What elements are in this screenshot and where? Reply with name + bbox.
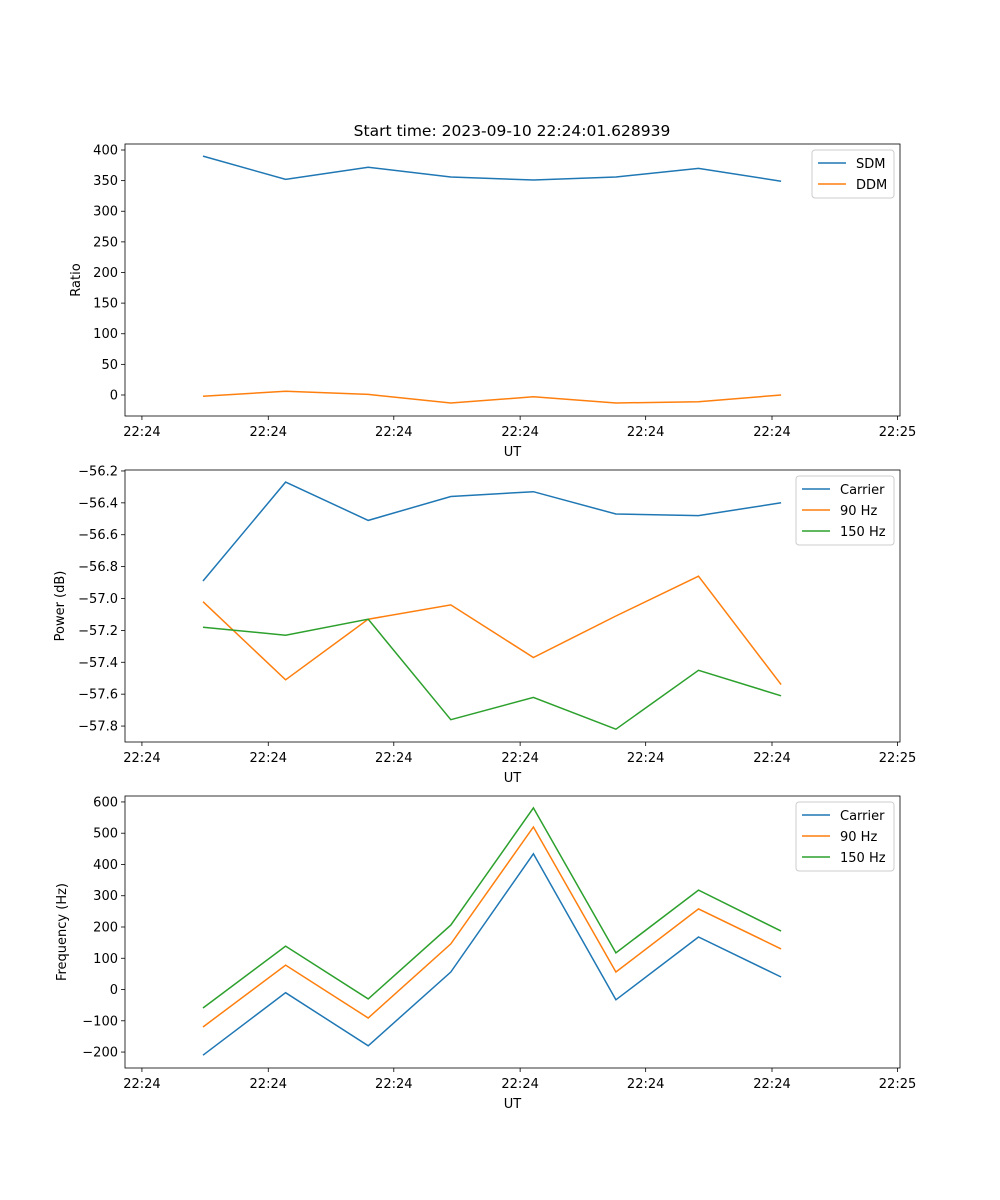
y-tick-label: −57.8 bbox=[78, 720, 118, 735]
x-tick-label: 22:24 bbox=[627, 425, 664, 440]
y-tick-label: −56.2 bbox=[78, 464, 118, 479]
y-tick-label: −56.4 bbox=[78, 496, 118, 511]
x-tick-label: 22:24 bbox=[501, 1077, 538, 1092]
x-axis-label: UT bbox=[504, 445, 522, 460]
y-tick-label: 350 bbox=[93, 174, 118, 189]
x-tick-label: 22:24 bbox=[753, 425, 790, 440]
figure-title: Start time: 2023-09-10 22:24:01.628939 bbox=[354, 122, 671, 140]
series-line-150-hz bbox=[202, 806, 782, 1009]
series-line-90-hz bbox=[202, 825, 782, 1028]
y-tick-label: 150 bbox=[93, 297, 118, 312]
y-tick-label: 50 bbox=[101, 358, 118, 373]
legend-box bbox=[795, 801, 895, 872]
axes-frame bbox=[124, 469, 901, 743]
x-tick-label: 22:24 bbox=[375, 1077, 412, 1092]
y-tick-label: 500 bbox=[93, 827, 118, 842]
x-tick-label: 22:24 bbox=[501, 425, 538, 440]
series-line-carrier bbox=[202, 481, 782, 582]
x-tick-label: 22:24 bbox=[123, 1077, 160, 1092]
legend-box bbox=[811, 149, 895, 199]
x-tick-label: 22:24 bbox=[250, 1077, 287, 1092]
legend-label: SDM bbox=[856, 157, 885, 172]
y-tick-label: 200 bbox=[93, 920, 118, 935]
y-tick-label: 400 bbox=[93, 144, 118, 159]
y-tick-label: 300 bbox=[93, 205, 118, 220]
axes-frame bbox=[124, 795, 901, 1069]
y-tick-label: −57.6 bbox=[78, 688, 118, 703]
y-axis-label: Frequency (Hz) bbox=[55, 883, 70, 981]
y-tick-label: −57.4 bbox=[78, 656, 118, 671]
x-tick-label: 22:24 bbox=[250, 425, 287, 440]
x-tick-label: 22:25 bbox=[879, 1077, 916, 1092]
series-line-sdm bbox=[202, 155, 782, 182]
y-tick-label: −200 bbox=[82, 1046, 118, 1061]
x-tick-label: 22:24 bbox=[375, 425, 412, 440]
legend-label: Carrier bbox=[840, 809, 885, 824]
x-tick-label: 22:24 bbox=[753, 1077, 790, 1092]
axes-frame bbox=[124, 143, 901, 417]
legend-label: Carrier bbox=[840, 483, 885, 498]
x-tick-label: 22:24 bbox=[375, 751, 412, 766]
x-tick-label: 22:24 bbox=[753, 751, 790, 766]
x-tick-label: 22:25 bbox=[879, 751, 916, 766]
y-tick-label: 200 bbox=[93, 266, 118, 281]
legend-box bbox=[795, 475, 895, 546]
x-tick-label: 22:24 bbox=[627, 751, 664, 766]
x-tick-label: 22:25 bbox=[879, 425, 916, 440]
series-line-ddm bbox=[202, 390, 782, 404]
legend-label: DDM bbox=[856, 178, 887, 193]
legend-label: 90 Hz bbox=[840, 504, 877, 519]
x-axis-label: UT bbox=[504, 771, 522, 786]
x-tick-label: 22:24 bbox=[250, 751, 287, 766]
x-tick-label: 22:24 bbox=[123, 751, 160, 766]
y-axis-label: Power (dB) bbox=[53, 571, 68, 642]
y-tick-label: −57.2 bbox=[78, 624, 118, 639]
x-tick-label: 22:24 bbox=[123, 425, 160, 440]
y-tick-label: 400 bbox=[93, 858, 118, 873]
y-tick-label: 600 bbox=[93, 795, 118, 810]
y-tick-label: −100 bbox=[82, 1014, 118, 1029]
legend-label: 90 Hz bbox=[840, 830, 877, 845]
series-line-150-hz bbox=[202, 618, 782, 731]
x-tick-label: 22:24 bbox=[501, 751, 538, 766]
y-tick-label: −56.8 bbox=[78, 560, 118, 575]
y-tick-label: 300 bbox=[93, 889, 118, 904]
x-axis-label: UT bbox=[504, 1097, 522, 1112]
series-line-carrier bbox=[202, 852, 782, 1056]
y-tick-label: −57.0 bbox=[78, 592, 118, 607]
y-tick-label: 0 bbox=[110, 388, 118, 403]
y-axis-label: Ratio bbox=[69, 263, 84, 296]
legend-label: 150 Hz bbox=[840, 851, 886, 866]
y-tick-label: 100 bbox=[93, 952, 118, 967]
legend-label: 150 Hz bbox=[840, 525, 886, 540]
y-tick-label: 100 bbox=[93, 327, 118, 342]
y-tick-label: −56.6 bbox=[78, 528, 118, 543]
series-line-90-hz bbox=[202, 575, 782, 686]
y-tick-label: 250 bbox=[93, 235, 118, 250]
x-tick-label: 22:24 bbox=[627, 1077, 664, 1092]
y-tick-label: 0 bbox=[110, 983, 118, 998]
